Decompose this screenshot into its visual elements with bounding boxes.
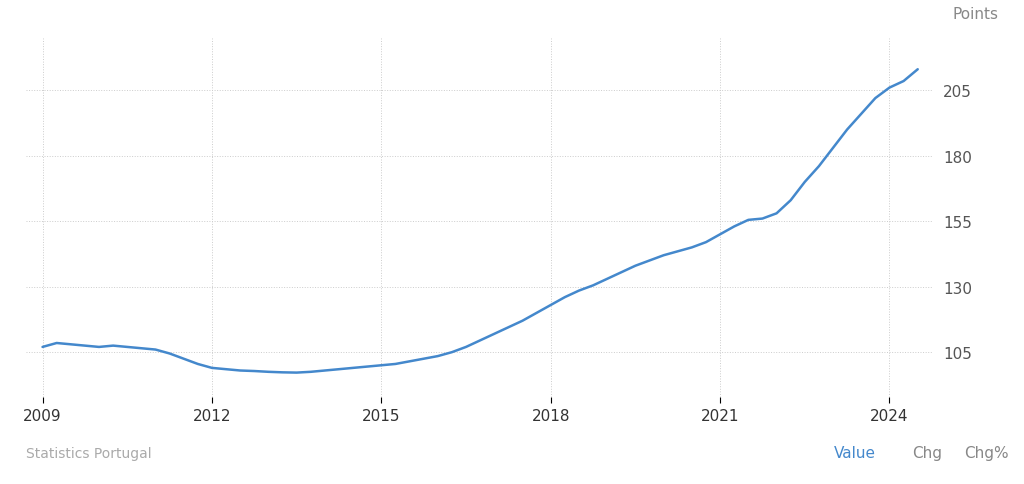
Text: Value: Value xyxy=(834,445,876,460)
Text: Chg%: Chg% xyxy=(964,445,1009,460)
Text: Points: Points xyxy=(952,7,998,22)
Text: Statistics Portugal: Statistics Portugal xyxy=(26,446,152,460)
Text: Chg: Chg xyxy=(912,445,942,460)
